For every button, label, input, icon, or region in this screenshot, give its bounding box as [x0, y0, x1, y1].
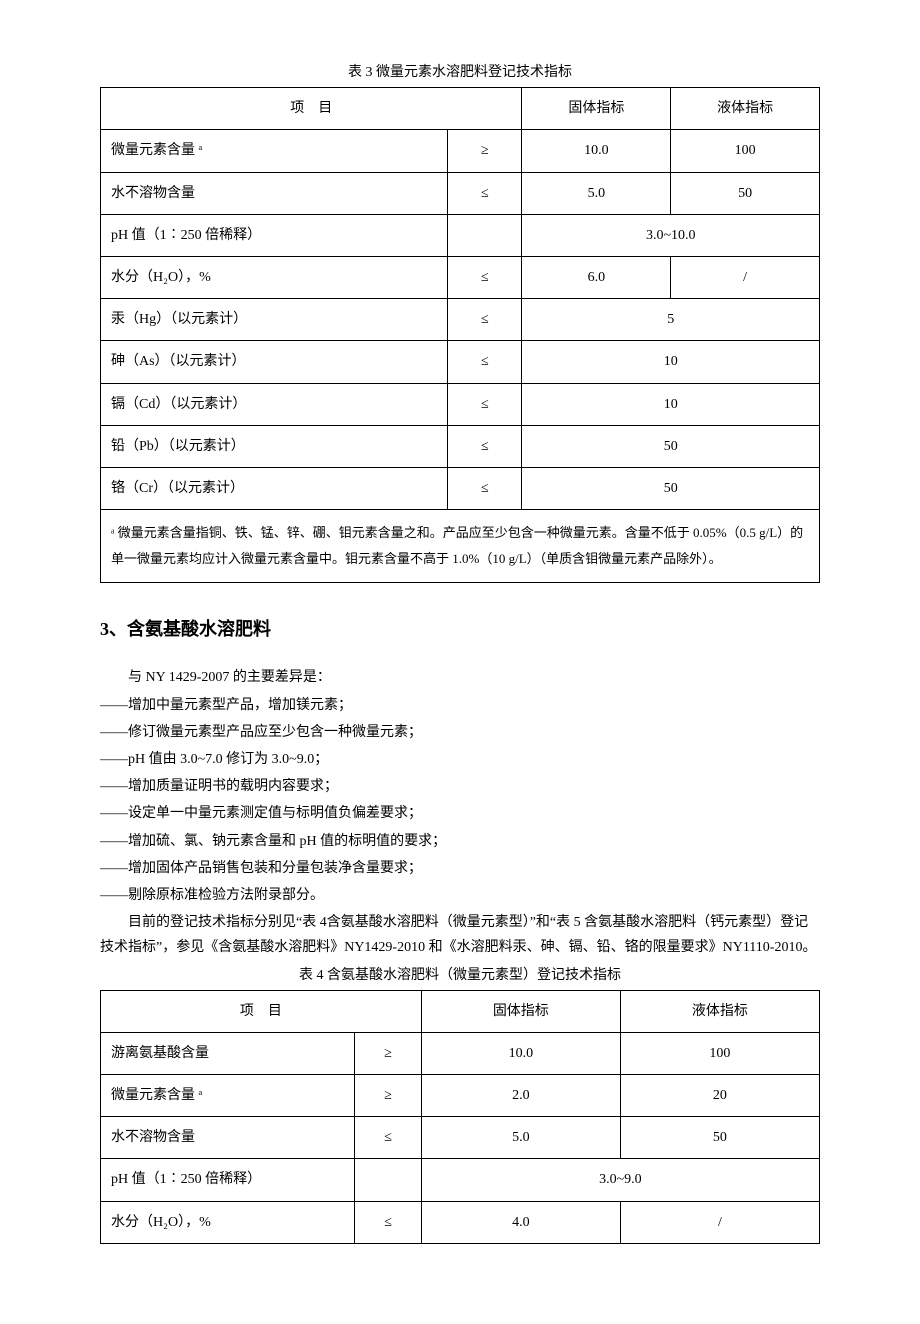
table3-footnote-row: ᵃ 微量元素含量指铜、铁、锰、锌、硼、钼元素含量之和。产品应至少包含一种微量元素…: [101, 510, 820, 583]
table-row: pH 值（1∶250 倍稀释） 3.0~9.0: [101, 1159, 820, 1201]
cell-item: 微量元素含量 ᵃ: [101, 130, 448, 172]
cell-liquid: 20: [620, 1075, 819, 1117]
cell-op: ≤: [355, 1201, 421, 1243]
table-row: 铅（Pb）（以元素计） ≤ 50: [101, 425, 820, 467]
cell-op: ≤: [448, 467, 522, 509]
cell-item: pH 值（1∶250 倍稀释）: [101, 1159, 355, 1201]
cell-item: 微量元素含量 ᵃ: [101, 1075, 355, 1117]
cell-item: 铬（Cr）（以元素计）: [101, 467, 448, 509]
cell-merged: 3.0~10.0: [522, 214, 820, 256]
cell-item: pH 值（1∶250 倍稀释）: [101, 214, 448, 256]
table4: 项 目 固体指标 液体指标 游离氨基酸含量 ≥ 10.0 100 微量元素含量 …: [100, 990, 820, 1244]
table-row: 水分（H₂O），% ≤ 4.0 /: [101, 1201, 820, 1243]
cell-op: ≤: [355, 1117, 421, 1159]
cell-op: [448, 214, 522, 256]
table3-footnote: ᵃ 微量元素含量指铜、铁、锰、锌、硼、钼元素含量之和。产品应至少包含一种微量元素…: [101, 510, 820, 583]
table3: 项 目 固体指标 液体指标 微量元素含量 ᵃ ≥ 10.0 100 水不溶物含量…: [100, 87, 820, 583]
cell-solid: 4.0: [421, 1201, 620, 1243]
section3-item: ——修订微量元素型产品应至少包含一种微量元素；: [100, 720, 820, 745]
section3-intro: 与 NY 1429-2007 的主要差异是：: [100, 665, 820, 690]
cell-op: ≤: [448, 341, 522, 383]
cell-item: 水不溶物含量: [101, 172, 448, 214]
section3-item: ——增加固体产品销售包装和分量包装净含量要求；: [100, 856, 820, 881]
table-row: 铬（Cr）（以元素计） ≤ 50: [101, 467, 820, 509]
cell-op: ≥: [448, 130, 522, 172]
cell-merged: 10: [522, 341, 820, 383]
section3-item: ——设定单一中量元素测定值与标明值负偏差要求；: [100, 801, 820, 826]
cell-solid: 5.0: [522, 172, 671, 214]
section3-item: ——剔除原标准检验方法附录部分。: [100, 883, 820, 908]
table4-caption: 表 4 含氨基酸水溶肥料（微量元素型）登记技术指标: [100, 963, 820, 988]
table-row: 水分（H₂O），% ≤ 6.0 /: [101, 256, 820, 298]
table-row: 砷（As）（以元素计） ≤ 10: [101, 341, 820, 383]
cell-solid: 6.0: [522, 256, 671, 298]
table-row: 镉（Cd）（以元素计） ≤ 10: [101, 383, 820, 425]
table-row: 游离氨基酸含量 ≥ 10.0 100: [101, 1032, 820, 1074]
table4-head-item: 项 目: [101, 990, 422, 1032]
cell-liquid: 100: [620, 1032, 819, 1074]
cell-liquid: 100: [671, 130, 820, 172]
cell-item: 水不溶物含量: [101, 1117, 355, 1159]
cell-liquid: 50: [620, 1117, 819, 1159]
cell-op: ≤: [448, 256, 522, 298]
section3-item: ——增加中量元素型产品，增加镁元素；: [100, 693, 820, 718]
cell-solid: 2.0: [421, 1075, 620, 1117]
cell-merged: 50: [522, 467, 820, 509]
cell-item: 水分（H₂O），%: [101, 256, 448, 298]
cell-op: ≤: [448, 383, 522, 425]
table3-head-solid: 固体指标: [522, 88, 671, 130]
cell-item: 游离氨基酸含量: [101, 1032, 355, 1074]
cell-op: ≥: [355, 1032, 421, 1074]
table-row: 微量元素含量 ᵃ ≥ 10.0 100: [101, 130, 820, 172]
cell-merged: 3.0~9.0: [421, 1159, 819, 1201]
section3-item: ——增加硫、氯、钠元素含量和 pH 值的标明值的要求；: [100, 829, 820, 854]
cell-liquid: /: [620, 1201, 819, 1243]
cell-merged: 10: [522, 383, 820, 425]
cell-op: ≤: [448, 425, 522, 467]
cell-solid: 10.0: [522, 130, 671, 172]
table4-head-solid: 固体指标: [421, 990, 620, 1032]
cell-merged: 5: [522, 299, 820, 341]
cell-item: 水分（H₂O），%: [101, 1201, 355, 1243]
table3-head-item: 项 目: [101, 88, 522, 130]
cell-solid: 10.0: [421, 1032, 620, 1074]
cell-merged: 50: [522, 425, 820, 467]
table4-header-row: 项 目 固体指标 液体指标: [101, 990, 820, 1032]
cell-op: ≤: [448, 172, 522, 214]
section3-item: ——增加质量证明书的载明内容要求；: [100, 774, 820, 799]
table3-header-row: 项 目 固体指标 液体指标: [101, 88, 820, 130]
cell-liquid: 50: [671, 172, 820, 214]
cell-item: 镉（Cd）（以元素计）: [101, 383, 448, 425]
table4-head-liquid: 液体指标: [620, 990, 819, 1032]
table-row: 水不溶物含量 ≤ 5.0 50: [101, 1117, 820, 1159]
cell-item: 汞（Hg）（以元素计）: [101, 299, 448, 341]
cell-item: 砷（As）（以元素计）: [101, 341, 448, 383]
section3-item: ——pH 值由 3.0~7.0 修订为 3.0~9.0；: [100, 747, 820, 772]
table-row: 水不溶物含量 ≤ 5.0 50: [101, 172, 820, 214]
cell-solid: 5.0: [421, 1117, 620, 1159]
section3-title: 3、含氨基酸水溶肥料: [100, 613, 820, 645]
cell-item: 铅（Pb）（以元素计）: [101, 425, 448, 467]
cell-op: [355, 1159, 421, 1201]
cell-op: ≥: [355, 1075, 421, 1117]
table-row: 汞（Hg）（以元素计） ≤ 5: [101, 299, 820, 341]
section3-para: 目前的登记技术指标分别见“表 4含氨基酸水溶肥料（微量元素型）”和“表 5 含氨…: [100, 910, 820, 960]
cell-op: ≤: [448, 299, 522, 341]
table3-caption: 表 3 微量元素水溶肥料登记技术指标: [100, 60, 820, 85]
cell-liquid: /: [671, 256, 820, 298]
table-row: pH 值（1∶250 倍稀释） 3.0~10.0: [101, 214, 820, 256]
table-row: 微量元素含量 ᵃ ≥ 2.0 20: [101, 1075, 820, 1117]
table3-head-liquid: 液体指标: [671, 88, 820, 130]
